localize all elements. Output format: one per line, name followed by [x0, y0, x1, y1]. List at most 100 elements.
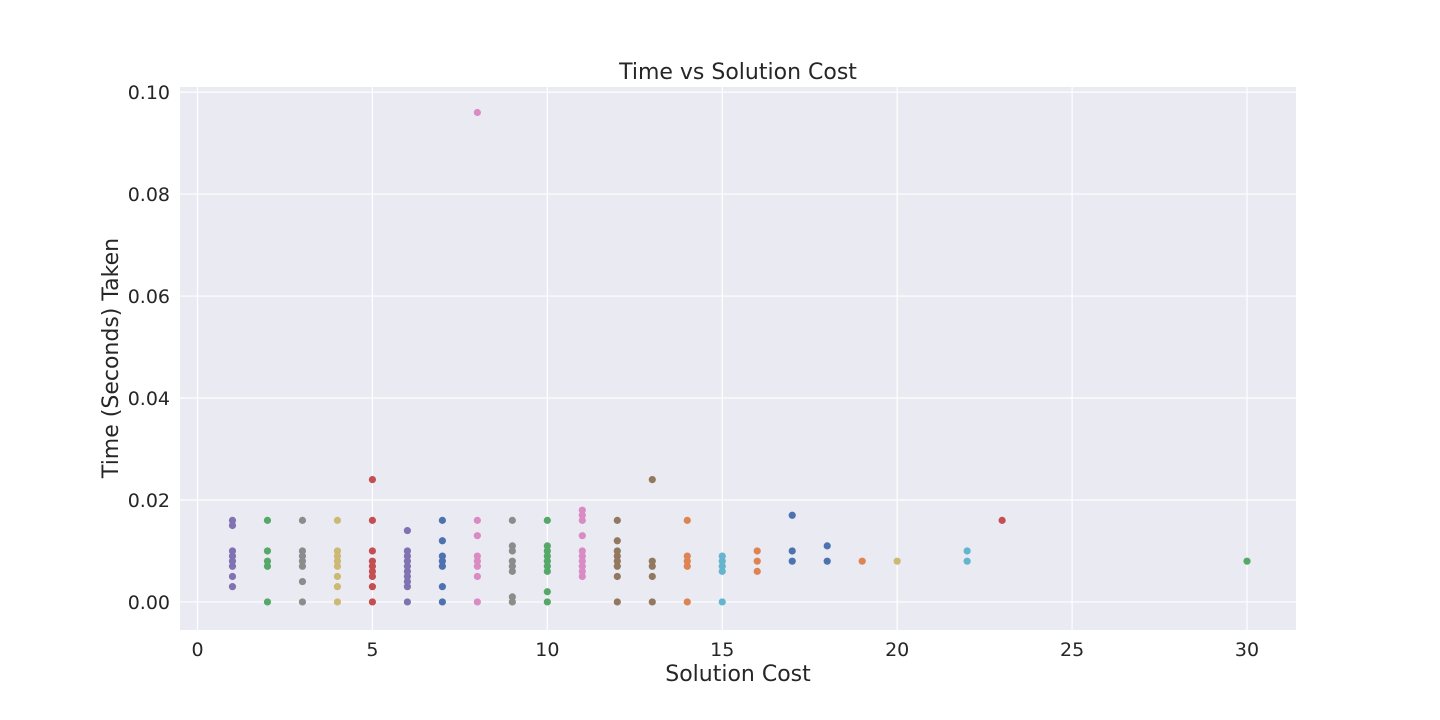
data-point [263, 557, 272, 565]
data-point [508, 557, 516, 565]
data-point [403, 598, 411, 606]
data-point [228, 516, 237, 524]
data-point [263, 516, 272, 524]
data-point [333, 547, 342, 555]
data-point [473, 562, 481, 570]
data-point [963, 557, 971, 565]
data-point [333, 552, 342, 560]
data-point [508, 593, 516, 601]
y-tick-label: 0.10 [128, 82, 170, 104]
data-point [403, 552, 411, 560]
data-point [613, 562, 621, 570]
data-point [368, 598, 377, 606]
x-axis-label: Solution Cost [665, 662, 811, 687]
data-point [718, 598, 726, 606]
x-tick-label: 20 [885, 639, 909, 661]
data-point [508, 516, 516, 524]
data-point [473, 516, 481, 524]
data-point [578, 516, 586, 524]
data-point [298, 516, 307, 524]
data-point [333, 516, 342, 524]
data-point [473, 557, 481, 565]
data-point [543, 588, 551, 596]
data-point [228, 572, 237, 581]
data-point [473, 598, 481, 606]
data-point [403, 583, 411, 591]
data-point [753, 547, 761, 555]
data-point [648, 475, 656, 484]
data-point [578, 547, 586, 555]
data-point [543, 562, 551, 570]
data-point [333, 572, 342, 581]
data-point [368, 557, 377, 565]
data-point [333, 557, 342, 565]
data-point [613, 552, 621, 560]
y-tick-label: 0.06 [128, 286, 170, 308]
data-point [648, 562, 656, 570]
y-tick-label: 0.00 [128, 592, 170, 614]
data-point [613, 537, 621, 545]
data-point [893, 557, 901, 565]
data-point [543, 542, 551, 550]
data-point [438, 516, 446, 524]
data-point [823, 557, 831, 565]
x-tick-label: 30 [1235, 639, 1259, 661]
data-point [788, 547, 796, 555]
x-tick-labels: 0 5 10 15 20 25 30 [191, 639, 1259, 661]
x-tick-label: 25 [1060, 639, 1084, 661]
data-point [683, 516, 691, 524]
data-point [333, 562, 342, 570]
data-point [438, 552, 446, 560]
data-point [263, 562, 272, 570]
data-points [228, 108, 1251, 606]
data-point [578, 572, 586, 581]
data-point [543, 567, 551, 575]
data-point [473, 552, 481, 560]
data-point [683, 552, 691, 560]
data-point [578, 532, 586, 540]
data-point [543, 516, 551, 524]
x-tick-label: 5 [366, 639, 378, 661]
data-point [613, 572, 621, 581]
data-point [648, 598, 656, 606]
y-tick-label: 0.08 [128, 184, 170, 206]
data-point [578, 567, 586, 575]
data-point [368, 583, 377, 591]
data-point [718, 562, 726, 570]
data-point [683, 557, 691, 565]
data-point [578, 511, 586, 519]
data-point [298, 598, 307, 606]
data-point [228, 547, 237, 555]
y-tick-label: 0.04 [128, 388, 170, 410]
data-point [438, 557, 446, 565]
data-point [718, 567, 726, 575]
data-point [753, 567, 761, 575]
data-point [333, 583, 342, 591]
data-point [298, 547, 307, 555]
data-point [578, 552, 586, 560]
data-point [403, 557, 411, 565]
data-point [683, 562, 691, 570]
data-point [858, 557, 866, 565]
data-point [543, 598, 551, 606]
data-point [368, 516, 377, 524]
data-point [403, 562, 411, 570]
data-point [403, 577, 411, 586]
data-point [683, 598, 691, 606]
data-point [438, 583, 446, 591]
data-point [578, 562, 586, 570]
data-point [438, 537, 446, 545]
data-point [368, 475, 377, 484]
data-point [648, 557, 656, 565]
data-point [228, 583, 237, 591]
data-point [438, 562, 446, 570]
data-point [368, 547, 377, 555]
data-point [368, 572, 377, 581]
data-point [543, 557, 551, 565]
data-point [508, 542, 516, 550]
data-point [753, 557, 761, 565]
data-point [228, 562, 237, 570]
data-point [718, 552, 726, 560]
data-point [508, 567, 516, 575]
